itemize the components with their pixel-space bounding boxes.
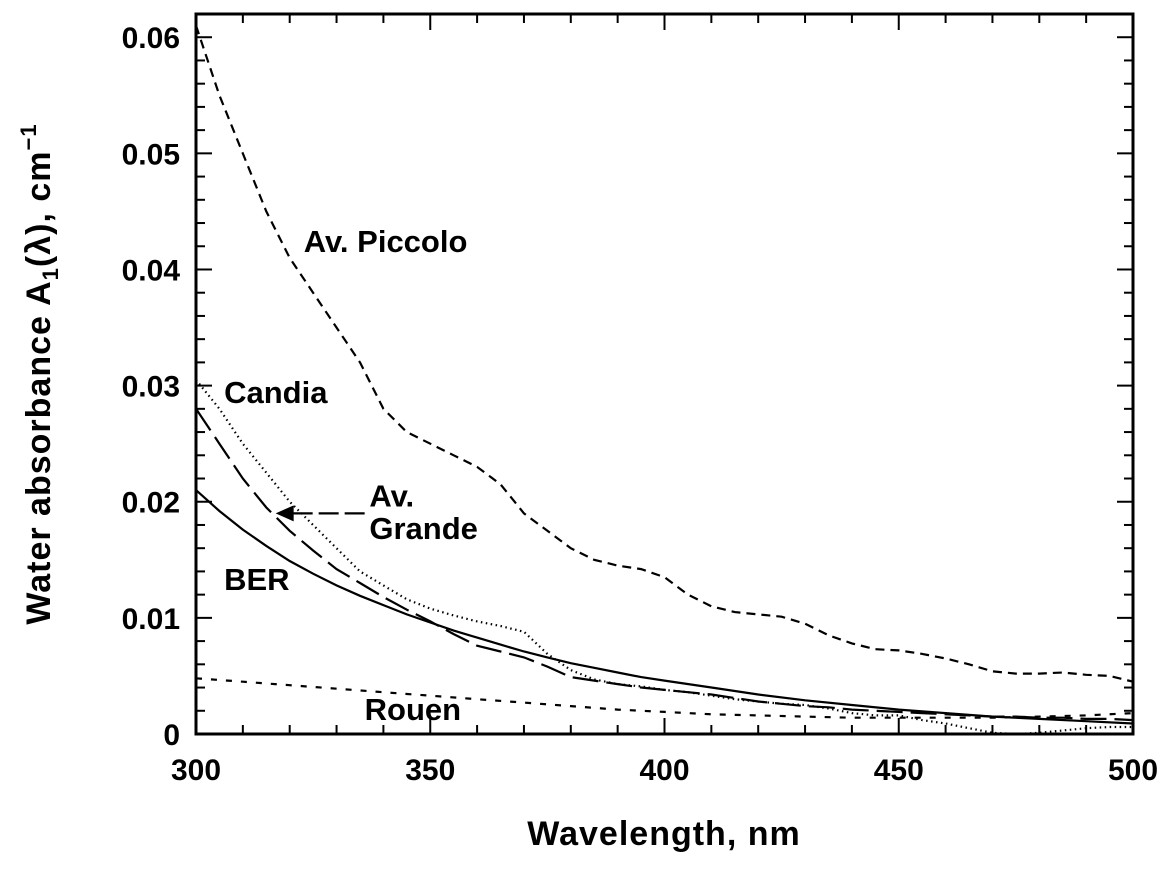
series-line-rouen xyxy=(195,677,1134,719)
ticks xyxy=(195,13,1134,735)
annotation-candia: Candia xyxy=(224,375,328,410)
annotation-ber: BER xyxy=(224,562,289,597)
y-tick-label: 0.05 xyxy=(122,138,180,171)
series-group xyxy=(194,25,1134,736)
series-line-av-grande xyxy=(195,408,1134,722)
annotations: Av. Piccolo Candia Av.Grande BER Rouen xyxy=(224,224,478,727)
y-tick-label: 0.02 xyxy=(122,487,180,520)
y-tick-label: 0.04 xyxy=(122,254,181,287)
annotation-av-piccolo: Av. Piccolo xyxy=(304,224,468,259)
y-tick-label: 0.03 xyxy=(122,371,180,404)
x-axis-title: Wavelength, nm xyxy=(527,815,800,853)
y-axis-title: Water absorbance A1(λ), cm−1 xyxy=(16,123,63,624)
arrow-head xyxy=(275,505,294,522)
y-tick-label: 0.06 xyxy=(122,22,180,55)
plot-frame xyxy=(194,12,1135,736)
x-tick-label: 400 xyxy=(639,754,689,787)
y-tick-label: 0 xyxy=(163,719,180,752)
series-line-ber xyxy=(195,489,1134,725)
x-tick-label: 500 xyxy=(1108,754,1158,787)
annotation-rouen: Rouen xyxy=(365,692,461,727)
y-axis-title-superscript: −1 xyxy=(16,123,41,150)
x-tick-label: 450 xyxy=(874,754,924,787)
annotation-av: Av. xyxy=(369,478,414,513)
y-tick-label: 0.01 xyxy=(122,603,180,636)
y-axis-title-middle: (λ), cm xyxy=(20,151,58,268)
y-axis-title-subscript: 1 xyxy=(38,267,63,280)
x-tick-label: 350 xyxy=(405,754,455,787)
y-axis-title-main: Water absorbance A xyxy=(20,280,58,624)
x-tick-label: 300 xyxy=(171,754,221,787)
annotation-grande: Grande xyxy=(369,511,478,546)
series-line-av-piccolo xyxy=(194,25,1134,683)
tick-labels: 0 0.01 0.02 0.03 0.04 0.05 0.06 300 350 400 450 500 xyxy=(122,22,1158,787)
